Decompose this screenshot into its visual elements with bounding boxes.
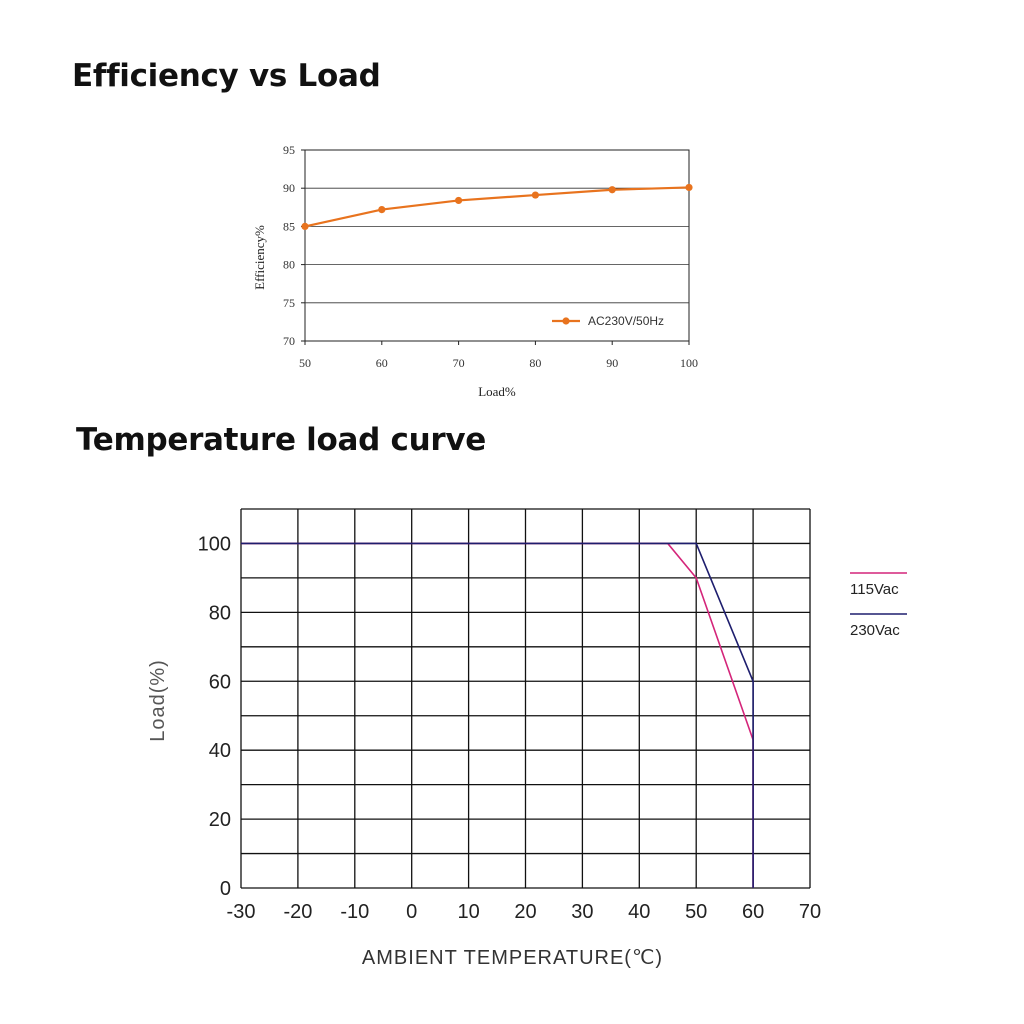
temperature-legend-label: 115Vac — [850, 581, 899, 598]
efficiency-data-point — [455, 196, 463, 205]
temperature-x-tick-label: 70 — [799, 901, 821, 923]
efficiency-data-point — [378, 205, 386, 214]
efficiency-y-tick-label: 95 — [283, 143, 295, 157]
temperature-y-axis-label: Load(%) — [147, 659, 169, 742]
temperature-y-tick-label: 40 — [209, 740, 231, 762]
efficiency-section-title: Efficiency vs Load — [72, 58, 381, 94]
temperature-section-title: Temperature load curve — [76, 422, 486, 458]
efficiency-x-tick-label: 50 — [299, 356, 311, 370]
temperature-x-axis-label: AMBIENT TEMPERATURE(℃) — [362, 947, 663, 969]
temperature-x-tick-label: -10 — [340, 901, 369, 923]
temperature-x-tick-label: 50 — [685, 901, 707, 923]
efficiency-data-point — [685, 183, 693, 192]
temperature-y-tick-label: 0 — [220, 878, 231, 900]
temperature-y-tick-label: 60 — [209, 671, 231, 693]
temperature-y-tick-label: 100 — [198, 533, 231, 555]
efficiency-x-tick-label: 60 — [376, 356, 388, 370]
temperature-x-tick-label: 10 — [457, 901, 479, 923]
temperature-x-tick-label: 0 — [406, 901, 417, 923]
efficiency-x-tick-label: 70 — [453, 356, 465, 370]
efficiency-y-tick-label: 70 — [283, 334, 295, 348]
efficiency-y-axis-label: Efficiency% — [252, 225, 267, 290]
efficiency-y-tick-label: 90 — [283, 181, 295, 195]
temperature-y-tick-label: 80 — [209, 602, 231, 624]
efficiency-x-axis-label: Load% — [478, 384, 516, 399]
temperature-series-line-230vac — [241, 542, 754, 888]
efficiency-y-tick-label: 75 — [283, 296, 295, 310]
efficiency-y-tick-label: 85 — [283, 219, 295, 233]
efficiency-x-tick-label: 80 — [529, 356, 541, 370]
efficiency-data-point — [531, 191, 540, 199]
temperature-x-tick-label: -20 — [283, 901, 312, 923]
temperature-y-tick-label: 20 — [209, 809, 231, 831]
temperature-legend-label: 230Vac — [850, 622, 900, 639]
temperature-x-tick-label: 60 — [742, 901, 764, 923]
efficiency-plot-frame — [304, 149, 690, 342]
efficiency-data-point — [301, 222, 309, 230]
efficiency-data-point — [608, 186, 616, 194]
temperature-x-tick-label: 20 — [514, 901, 536, 923]
efficiency-legend-swatch-marker — [562, 317, 570, 325]
temperature-x-tick-label: -30 — [227, 901, 256, 923]
efficiency-y-tick-label: 80 — [283, 258, 295, 272]
efficiency-x-tick-label: 90 — [606, 356, 618, 370]
temperature-x-tick-label: 40 — [628, 901, 650, 923]
efficiency-legend-label: AC230V/50Hz — [588, 314, 664, 328]
temperature-x-tick-label: 30 — [571, 901, 593, 923]
efficiency-x-tick-label: 100 — [680, 356, 698, 370]
efficiency-series-line — [304, 186, 690, 228]
